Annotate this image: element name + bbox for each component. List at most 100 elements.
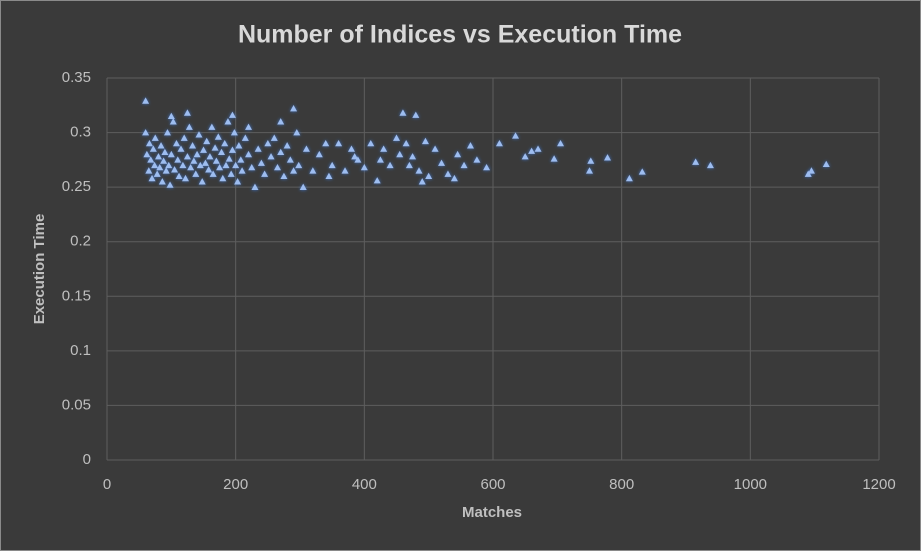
point <box>183 109 191 116</box>
x-tick-label: 200 <box>223 476 248 493</box>
point <box>367 139 375 147</box>
chart-title: Number of Indices vs Execution Time <box>238 21 682 49</box>
point <box>315 150 323 158</box>
point <box>222 161 230 169</box>
point <box>165 161 173 169</box>
point <box>175 172 183 180</box>
y-tick-label: 0.1 <box>70 342 91 359</box>
point <box>154 153 162 160</box>
point <box>267 153 275 160</box>
point <box>171 166 179 173</box>
point <box>167 112 175 119</box>
point <box>706 161 714 169</box>
point <box>219 174 227 182</box>
point <box>190 157 198 164</box>
y-tick-label: 0.2 <box>70 233 91 250</box>
point <box>402 139 410 147</box>
point <box>354 156 362 163</box>
point <box>203 137 211 145</box>
point <box>396 150 404 158</box>
point <box>227 170 235 177</box>
point <box>149 145 157 152</box>
point <box>193 150 201 158</box>
point <box>212 157 220 164</box>
x-axis-label: Matches <box>462 504 522 521</box>
point <box>534 145 542 152</box>
point <box>142 129 150 136</box>
point <box>302 145 310 152</box>
point <box>161 148 169 156</box>
point <box>405 161 413 169</box>
point <box>208 123 216 130</box>
point <box>483 163 491 171</box>
point <box>550 155 558 162</box>
point <box>376 156 384 163</box>
point <box>512 132 520 139</box>
point <box>214 133 222 140</box>
point <box>587 157 595 164</box>
point <box>189 142 197 149</box>
point <box>322 139 330 147</box>
point <box>270 134 278 141</box>
point <box>167 150 175 158</box>
point <box>257 159 265 166</box>
y-tick-label: 0.05 <box>62 396 91 413</box>
y-tick-label: 0.35 <box>62 69 91 86</box>
point <box>415 167 423 174</box>
point <box>450 174 458 182</box>
point <box>245 150 253 158</box>
point <box>528 147 536 154</box>
point <box>177 145 185 152</box>
point <box>160 157 168 164</box>
point <box>235 142 243 149</box>
y-tick-label: 0.3 <box>70 124 91 141</box>
point <box>163 129 171 136</box>
point <box>153 170 161 177</box>
x-tick-label: 600 <box>480 476 505 493</box>
point <box>200 146 207 153</box>
point <box>444 170 452 177</box>
point <box>290 167 298 174</box>
point <box>232 161 240 169</box>
point <box>174 156 182 163</box>
point <box>625 174 633 182</box>
point <box>454 150 462 158</box>
point <box>187 163 195 171</box>
point <box>431 145 439 152</box>
point <box>283 142 291 149</box>
x-tick-label: 800 <box>609 476 634 493</box>
point <box>473 156 481 163</box>
point <box>142 97 150 104</box>
point <box>228 146 236 153</box>
point <box>822 160 830 168</box>
point <box>245 123 253 130</box>
point <box>335 139 343 147</box>
point <box>295 161 303 169</box>
point <box>218 148 226 156</box>
point <box>251 183 259 190</box>
point <box>351 153 359 160</box>
point <box>158 178 166 185</box>
y-tick-label: 0.25 <box>62 178 91 195</box>
point <box>438 159 446 166</box>
x-tick-label: 400 <box>352 476 377 493</box>
point <box>807 167 815 174</box>
point <box>299 183 307 190</box>
x-tick-label: 1200 <box>862 476 895 493</box>
grid: 0 0.05 0.1 0.15 0.2 0.25 0.3 0.35 0 200 400 600 800 1… <box>62 69 896 493</box>
point <box>224 118 232 125</box>
point <box>254 145 262 152</box>
point <box>280 172 288 180</box>
point <box>192 170 200 177</box>
point <box>380 145 388 152</box>
x-tick-label: 1000 <box>734 476 767 493</box>
point <box>325 172 333 180</box>
point <box>521 153 529 160</box>
point <box>180 134 188 141</box>
point <box>211 144 219 151</box>
point <box>225 155 233 162</box>
point <box>373 177 381 184</box>
point <box>206 153 214 160</box>
point <box>425 172 433 180</box>
point <box>179 161 187 169</box>
